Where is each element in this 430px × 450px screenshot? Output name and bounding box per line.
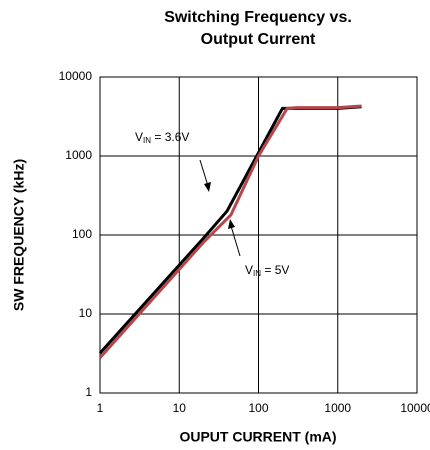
annotation: VIN = 5V bbox=[245, 263, 289, 278]
annotation-arrowhead bbox=[204, 182, 211, 192]
chart-title: Output Current bbox=[201, 31, 316, 48]
y-tick-label: 1000 bbox=[65, 148, 92, 162]
y-tick-label: 10 bbox=[79, 306, 93, 320]
annotation-arrow bbox=[199, 159, 209, 187]
grid bbox=[99, 76, 418, 394]
y-tick-label: 1 bbox=[85, 385, 92, 399]
y-tick-label: 100 bbox=[72, 227, 92, 241]
x-tick-label: 10 bbox=[173, 401, 187, 415]
lines bbox=[98, 104, 362, 359]
annotation-base: V bbox=[245, 263, 253, 277]
chart-title: Switching Frequency vs. bbox=[164, 9, 352, 26]
annotation-base: V bbox=[135, 130, 143, 144]
y-axis-label: SW FREQUENCY (kHz) bbox=[11, 159, 27, 311]
annotation-sub: IN bbox=[143, 136, 151, 145]
plot-frame bbox=[99, 76, 418, 394]
x-tick-label: 1000 bbox=[324, 401, 351, 415]
x-axis-label: OUPUT CURRENT (mA) bbox=[179, 429, 336, 445]
annotation-arrow bbox=[230, 225, 241, 257]
x-tick-label: 10000 bbox=[400, 401, 430, 415]
annotation: VIN = 3.6V bbox=[135, 130, 189, 145]
series-line bbox=[98, 104, 362, 359]
annotation-text: = 5V bbox=[261, 263, 289, 277]
annotation-arrowhead bbox=[228, 219, 235, 229]
x-tick-label: 100 bbox=[248, 401, 268, 415]
annotation-sub: IN bbox=[253, 269, 261, 278]
x-tick-label: 1 bbox=[97, 401, 104, 415]
y-tick-label: 10000 bbox=[59, 69, 93, 83]
annotation-text: = 3.6V bbox=[151, 130, 189, 144]
